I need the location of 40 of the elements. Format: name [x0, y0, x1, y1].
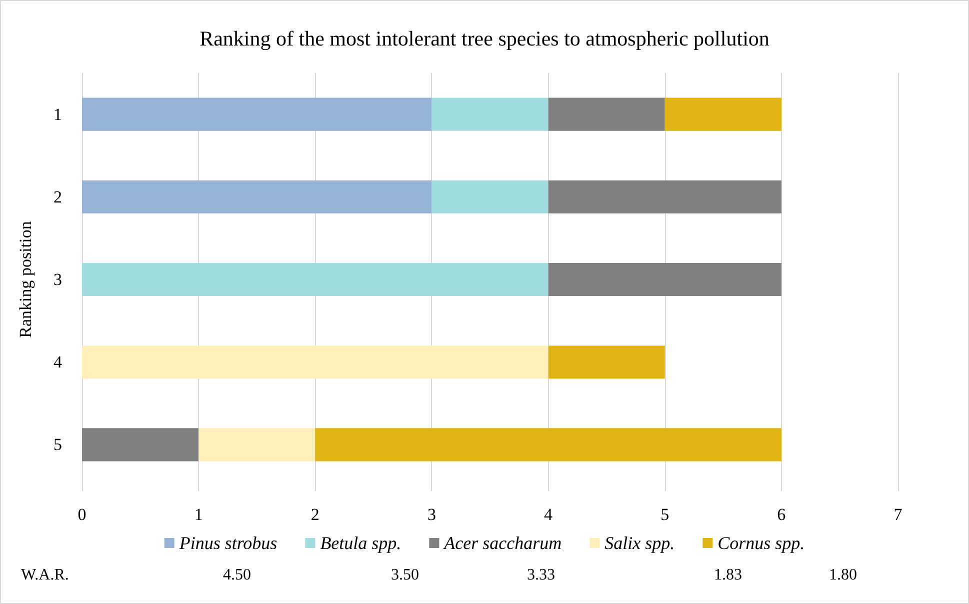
bar — [82, 180, 432, 214]
bar — [432, 180, 548, 214]
legend-label: Betula spp. — [320, 533, 402, 553]
x-tick-label: 3 — [427, 505, 436, 524]
chart-title: Ranking of the most intolerant tree species to atmospheric pollution — [200, 26, 770, 50]
bar — [82, 262, 548, 296]
y-tick-label: 2 — [54, 187, 62, 206]
y-axis-title: Ranking position — [16, 220, 35, 338]
x-tick-label: 2 — [310, 505, 320, 524]
legend-label: Salix spp. — [604, 533, 675, 553]
bar — [198, 428, 316, 462]
x-tick-label: 0 — [78, 505, 86, 524]
bar — [548, 262, 782, 296]
x-tick-label: 7 — [894, 505, 903, 524]
y-tick-label: 5 — [54, 435, 62, 454]
text: 1.80 — [829, 566, 857, 584]
y-tick-label: 4 — [54, 352, 62, 372]
y-tick-label: 3 — [54, 270, 62, 289]
x-tick-label: 5 — [660, 505, 670, 524]
legend-label: Cornus spp. — [718, 533, 805, 553]
y-tick-label: 1 — [54, 104, 62, 124]
bar — [548, 180, 782, 214]
text: 3.33 — [527, 566, 555, 584]
x-tick-label: 6 — [777, 505, 786, 524]
bar — [548, 346, 665, 379]
bar — [664, 98, 782, 131]
bar — [432, 98, 548, 131]
text: 1.83 — [714, 566, 742, 584]
text: 4.50 — [223, 566, 251, 584]
legend-label: Pinus strobus — [178, 533, 278, 553]
bar — [82, 428, 199, 462]
x-tick-label: 1 — [194, 505, 203, 524]
bar — [315, 428, 782, 462]
x-tick-label: 4 — [544, 505, 554, 524]
bar — [548, 98, 665, 131]
bar — [82, 346, 548, 379]
legend-label: Acer saccharum — [443, 533, 562, 553]
bar — [82, 98, 432, 131]
text: W.A.R. — [21, 566, 69, 584]
text: 3.50 — [391, 566, 419, 584]
